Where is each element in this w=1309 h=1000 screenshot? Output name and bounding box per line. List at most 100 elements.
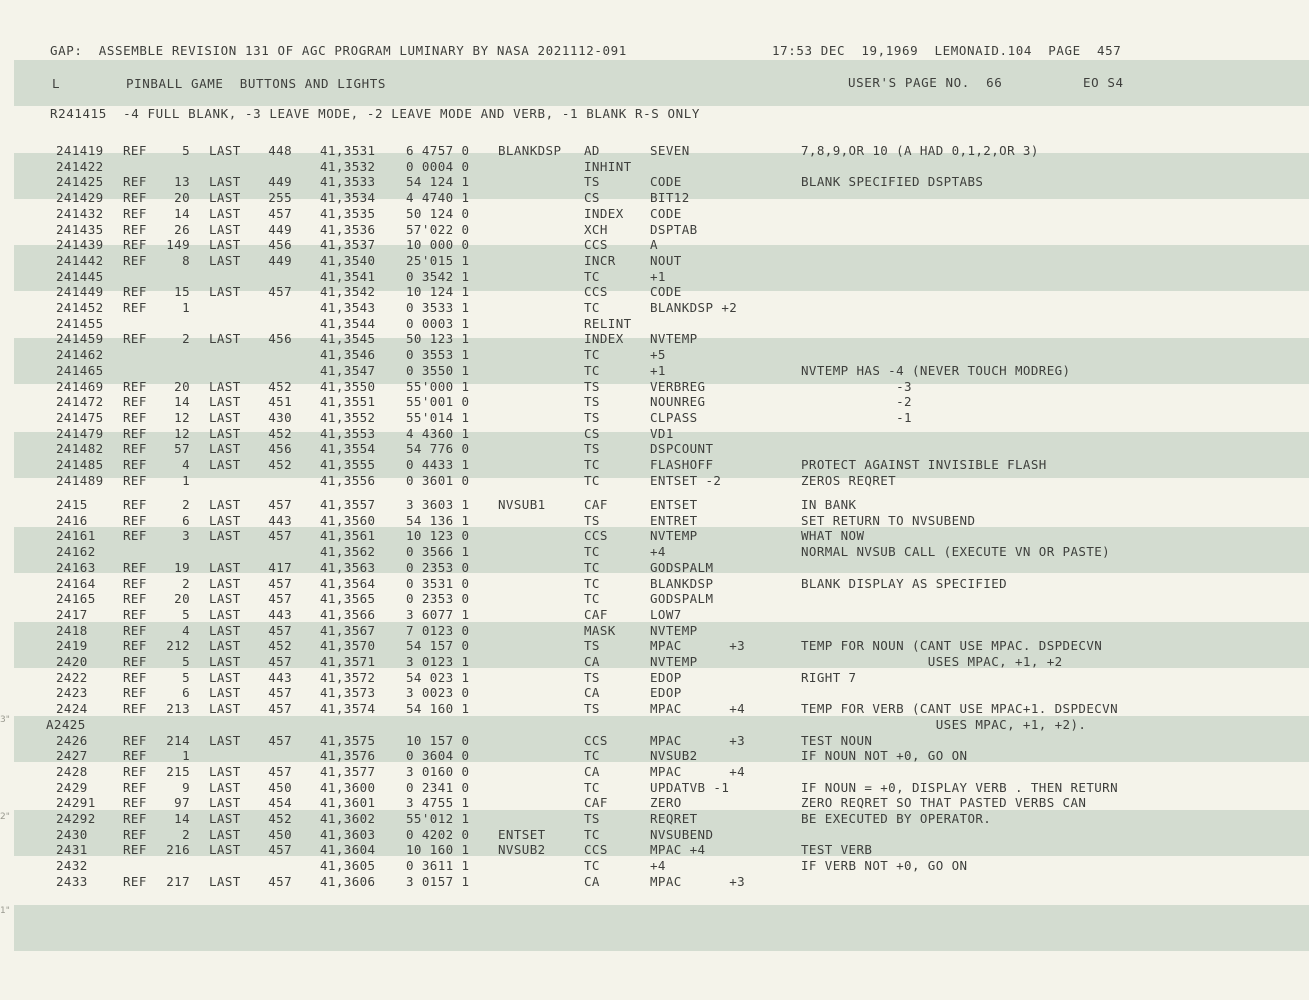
last-keyword: LAST [209,284,241,299]
listing-row: 241432 REF 14 LAST 457 41,3535 50 124 0 INDEX CO… [0,206,1309,222]
octal-code: 0 3531 0 [406,576,470,591]
last-page: 457 [268,654,292,669]
bank-address: 41,3602 [320,811,376,826]
operand: FLASHOFF [650,457,714,472]
ref-keyword: REF [123,638,147,653]
opcode: CS [584,190,600,205]
line-number: 241439 [56,237,104,252]
ref-count: 1 [182,748,190,763]
octal-code: 3 0157 1 [406,874,470,889]
octal-code: 3 0160 0 [406,764,470,779]
octal-code: 54 160 1 [406,701,470,716]
ref-keyword: REF [123,748,147,763]
octal-code: 0 3533 1 [406,300,470,315]
ref-count: 8 [182,253,190,268]
operand: ENTRET [650,513,698,528]
octal-code: 10 000 0 [406,237,470,252]
last-keyword: LAST [209,253,241,268]
line-number: 2432 [56,858,88,873]
comment: IN BANK [801,497,857,512]
ref-count: 4 [182,623,190,638]
operand: BLANKDSP [650,576,714,591]
last-page: 457 [268,528,292,543]
octal-code: 0 3611 1 [406,858,470,873]
listing-row: 24291 REF 97 LAST 454 41,3601 3 4755 1 CAF ZERO Z… [0,795,1309,811]
comment: IF VERB NOT +0, GO ON [801,858,968,873]
ref-keyword: REF [123,174,147,189]
listing-row: 241439 REF 149 LAST 456 41,3537 10 000 0 CCS A [0,237,1309,253]
bank-address: 41,3603 [320,827,376,842]
opcode: TC [584,780,600,795]
listing-row: 241479 REF 12 LAST 452 41,3553 4 4360 1 CS VD1 [0,426,1309,442]
ref-count: 216 [166,842,190,857]
last-page: 430 [268,410,292,425]
ref-keyword: REF [123,795,147,810]
last-keyword: LAST [209,410,241,425]
opcode: TC [584,457,600,472]
comment: IF NOUN NOT +0, GO ON [801,748,968,763]
octal-code: 0 4433 1 [406,457,470,472]
bank-address: 41,3565 [320,591,376,606]
opcode: CAF [584,497,608,512]
octal-code: 0 3566 1 [406,544,470,559]
octal-code: 10 160 1 [406,842,470,857]
ref-keyword: REF [123,190,147,205]
line-number: 241419 [56,143,104,158]
line-number: 2426 [56,733,88,748]
bank-address: 41,3542 [320,284,376,299]
opcode: CS [584,426,600,441]
line-number: 241429 [56,190,104,205]
operand: A [650,237,658,252]
symbol-label: NVSUB1 [498,497,546,512]
bank-address: 41,3573 [320,685,376,700]
opcode: TC [584,591,600,606]
ref-count: 12 [174,426,190,441]
last-keyword: LAST [209,222,241,237]
operand: LOW7 [650,607,682,622]
operand: VD1 [650,426,674,441]
ref-count: 5 [182,670,190,685]
bank-address: 41,3577 [320,764,376,779]
comment: PROTECT AGAINST INVISIBLE FLASH [801,457,1047,472]
opcode: CA [584,685,600,700]
listing-row: 2428 REF 215 LAST 457 41,3577 3 0160 0 CA MPAC +… [0,764,1309,780]
opcode: CCS [584,733,608,748]
listing-row: 2420 REF 5 LAST 457 41,3571 3 0123 1 CA NVTEMP U… [0,654,1309,670]
last-page: 449 [268,222,292,237]
last-page: 456 [268,331,292,346]
operand: MPAC +4 [650,701,746,716]
operand: +4 [650,544,666,559]
listing-row: 241449 REF 15 LAST 457 41,3542 10 124 1 CCS CODE [0,284,1309,300]
octal-code: 0 2353 0 [406,560,470,575]
bank-address: 41,3546 [320,347,376,362]
octal-code: 0 0003 1 [406,316,470,331]
octal-code: 4 4740 1 [406,190,470,205]
symbol-label: ENTSET [498,827,546,842]
last-keyword: LAST [209,576,241,591]
comment: BLANK DISPLAY AS SPECIFIED [801,576,1008,591]
comment: WHAT NOW [801,528,865,543]
last-page: 457 [268,206,292,221]
operand: CODE [650,206,682,221]
ref-count: 1 [182,473,190,488]
bank-address: 41,3532 [320,159,376,174]
operand: NVTEMP [650,623,698,638]
greenbar-band [14,245,1309,291]
bank-address: 41,3550 [320,379,376,394]
greenbar-band [14,153,1309,199]
bank-address: 41,3552 [320,410,376,425]
section-title: PINBALL GAME BUTTONS AND LIGHTS [126,76,387,91]
octal-code: 10 157 0 [406,733,470,748]
ref-count: 97 [174,795,190,810]
last-page: 449 [268,174,292,189]
opcode: TS [584,174,600,189]
bank-address: 41,3543 [320,300,376,315]
line-number: 241479 [56,426,104,441]
bank-address: 41,3576 [320,748,376,763]
line-number: 241469 [56,379,104,394]
last-page: 457 [268,701,292,716]
last-keyword: LAST [209,379,241,394]
opcode: TS [584,670,600,685]
last-keyword: LAST [209,190,241,205]
